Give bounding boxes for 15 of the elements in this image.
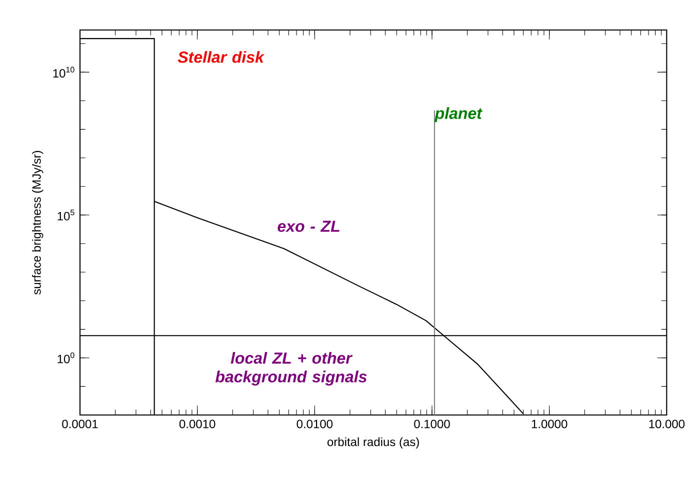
annotation: planet: [434, 107, 483, 122]
y-tick-label: 10$^{0}$: [58, 352, 74, 364]
x-tick-label: 10.000: [649, 420, 685, 428]
annotation: Stellar disk: [178, 51, 265, 63]
x-axis-title: orbital radius (as): [327, 437, 419, 449]
x-tick-label: 0.0010: [179, 420, 216, 428]
x-tick-label: 0.1000: [414, 420, 450, 428]
x-tick-label: 1.0000: [532, 420, 568, 428]
annotation: exo - ZL: [278, 220, 340, 232]
y-axis-title: surface brightness (MJy/sr): [32, 150, 44, 295]
y-tick-label: 10$^{10}$: [53, 66, 74, 78]
annotation: local ZL + other background signals: [215, 352, 367, 386]
x-tick-label: 0.0001: [62, 420, 98, 428]
x-tick-label: 0.0100: [296, 420, 333, 428]
y-tick-label: 10$^{5}$: [58, 210, 74, 220]
